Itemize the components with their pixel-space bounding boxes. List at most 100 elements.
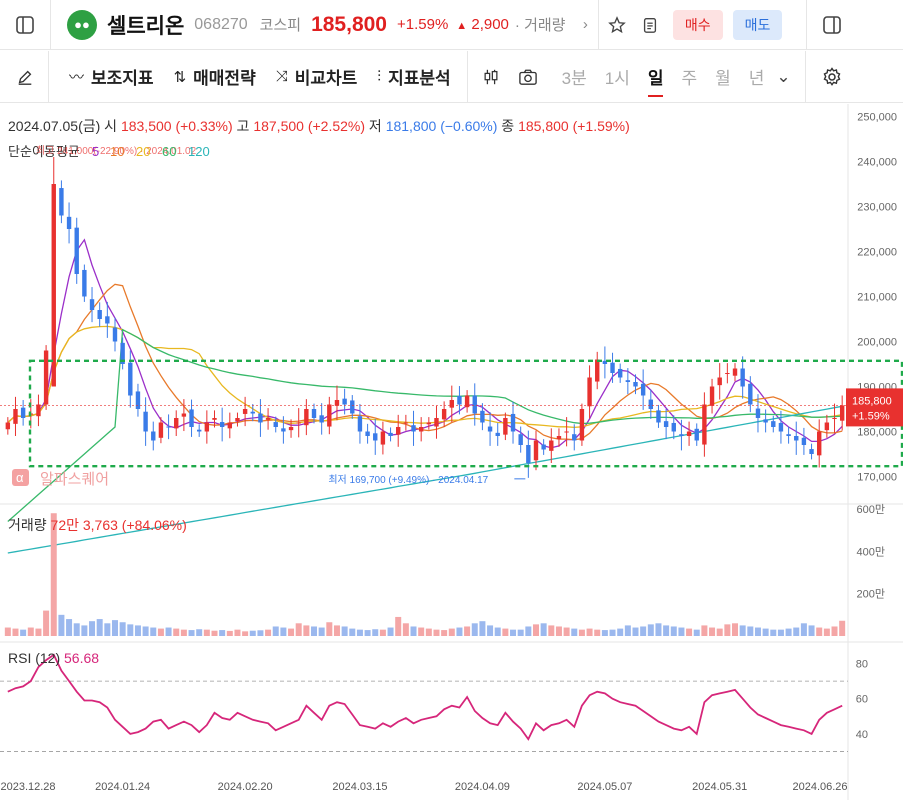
period-day[interactable]: 일 [647,64,664,97]
range-box [28,359,903,468]
buy-button[interactable]: 매수 [672,9,723,40]
volume-bar [479,621,486,636]
candle-body [602,360,608,364]
volume-bar [762,628,769,636]
settings-gear-icon[interactable] [822,66,842,87]
volume-bar [27,627,34,636]
candle-body [817,431,822,456]
shuffle-icon: ⤨ [275,68,288,85]
strategy-button[interactable]: ⇅ 매매전략 [173,68,256,89]
candle-body [403,422,409,424]
ma-label: 단순이동평균 [8,144,80,159]
star-icon[interactable] [599,0,635,50]
volume-bar [747,626,754,636]
price-chart[interactable]: 170,000180,000190,000200,000210,000220,0… [0,104,903,800]
volume-bar [35,628,42,636]
camera-icon[interactable] [518,68,538,86]
volume-bar [150,627,157,636]
volume-bar [800,623,807,636]
chevron-down-icon[interactable]: ⌄ [776,66,791,86]
candle-body [365,431,370,436]
volume-bar [777,629,784,636]
analysis-button[interactable]: ⫶ 지표분석 [377,68,451,88]
volume-bar [823,628,830,636]
candle-body [418,427,424,432]
candle-body [258,413,263,423]
volume-bar [793,627,800,636]
volume-bar [448,628,455,636]
ma-period-label: 20 [136,144,150,159]
candle-body [572,434,577,441]
volume-bar [540,623,547,636]
indicator-button[interactable]: 〰 보조지표 [69,64,154,89]
period-3min[interactable]: 3분 [561,69,587,88]
candle-body [740,368,745,387]
period-month[interactable]: 월 [715,69,731,88]
memo-icon[interactable] [635,0,665,50]
volume-bar [395,616,402,636]
date-tick-label: 2024.04.09 [455,781,510,793]
volume-bar [433,629,440,636]
panel-toggle-icon[interactable] [807,0,857,50]
volume-preview: · 거래량 [514,17,566,34]
period-year[interactable]: 년 [748,69,765,88]
change-percent: +1.59% [397,16,449,33]
price-tick-label: 200,000 [857,337,897,349]
candle-body [464,395,470,408]
period-1hour[interactable]: 1시 [604,69,630,88]
change-amount: ▲ 2,900 [456,16,509,33]
ma5-line [7,238,843,449]
volume-bar [785,628,792,636]
indicator-icon: 〰 [69,69,85,86]
candle-body [373,433,378,441]
volume-bar [732,623,739,636]
volume-bar [333,625,340,636]
candle-body [112,327,118,342]
volume-bar [839,620,846,636]
candle-type-icon[interactable] [482,68,500,86]
candle-body [227,422,233,429]
volume-bar [311,626,318,636]
candle-body [449,400,454,408]
period-week[interactable]: 주 [681,69,698,88]
volume-bar [647,624,654,636]
stock-header: ●● 셀트리온 068270 코스피 185,800 +1.59% ▲ 2,90… [0,0,903,50]
candle-body [809,449,814,454]
volume-bar [295,623,302,636]
stock-logo: ●● [67,9,97,40]
volume-bar [372,629,379,636]
draw-pen-icon[interactable] [16,68,34,86]
candle-body [357,416,363,432]
compare-button[interactable]: ⤨ 비교차트 [275,68,358,88]
candle-body [36,404,41,417]
candle-body [556,436,562,440]
price-tick-label: 170,000 [857,472,897,484]
volume-bar [104,623,111,636]
candle-body [296,422,301,424]
candle-body [135,391,141,409]
current-price: 185,800 [311,12,387,36]
volume-bar [693,629,700,636]
current-pct-tag: +1.59% [852,410,890,422]
volume-bar [510,629,517,636]
ma-period-label: 10 [110,144,124,159]
volume-bar [326,622,333,636]
volume-bar [81,625,88,636]
volume-bar [632,627,639,636]
volume-bar [601,630,608,636]
sidebar-toggle-icon[interactable] [0,0,50,50]
volume-bar [66,619,73,636]
volume-bar [502,628,509,636]
candle-body [242,409,248,414]
volume-bar [173,628,180,636]
sell-button[interactable]: 매도 [732,9,783,40]
volume-bar [410,626,417,636]
ma60-line [7,328,843,522]
volume-bar [663,625,670,636]
price-tick-label: 180,000 [857,427,897,439]
ma-period-label: 120 [188,144,210,159]
candle-body [518,434,523,445]
volume-bar [387,627,394,636]
chevron-right-icon[interactable]: › [582,16,588,33]
volume-bar [249,630,256,636]
